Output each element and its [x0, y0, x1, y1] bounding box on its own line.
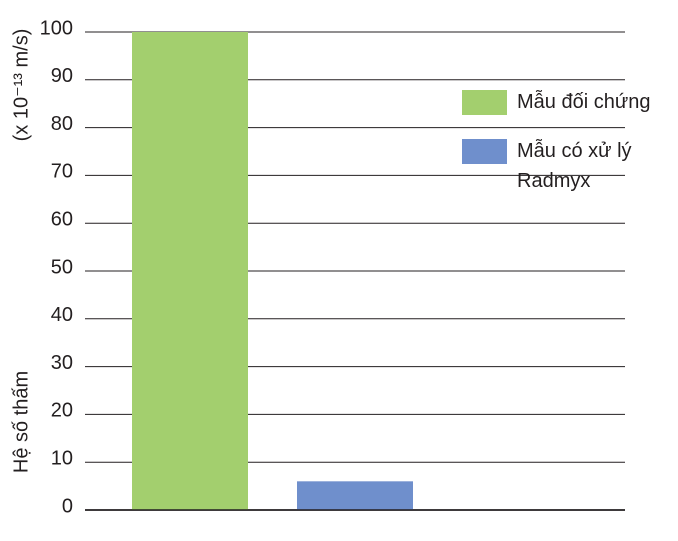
y-tick-label: 20 — [51, 400, 73, 422]
bar — [132, 32, 248, 510]
y-tick-label: 100 — [40, 17, 73, 39]
y-axis-label: Hệ số thấm — [10, 371, 32, 473]
y-tick-label: 50 — [51, 256, 73, 278]
y-tick-label: 60 — [51, 208, 73, 230]
y-tick-label: 80 — [51, 113, 73, 135]
y-tick-label: 10 — [51, 447, 73, 469]
bar — [297, 481, 413, 510]
legend-label: Mẫu có xử lý Radmyx — [517, 140, 632, 192]
y-tick-label: 40 — [51, 304, 73, 326]
y-tick-label: 90 — [51, 65, 73, 87]
legend-swatch — [462, 90, 507, 115]
legend-item: Mẫu có xử lý Radmyx — [462, 139, 677, 196]
legend: Mẫu đối chứng Mẫu có xử lý Radmyx — [462, 90, 677, 218]
y-axis-unit: (x 10⁻¹³ m/s) — [10, 29, 32, 142]
legend-item: Mẫu đối chứng — [462, 90, 677, 117]
y-tick-label: 30 — [51, 352, 73, 374]
legend-swatch — [462, 139, 507, 164]
y-tick-label: 0 — [62, 495, 73, 517]
y-tick-label: 70 — [51, 161, 73, 183]
legend-label: Mẫu đối chứng — [517, 91, 651, 113]
